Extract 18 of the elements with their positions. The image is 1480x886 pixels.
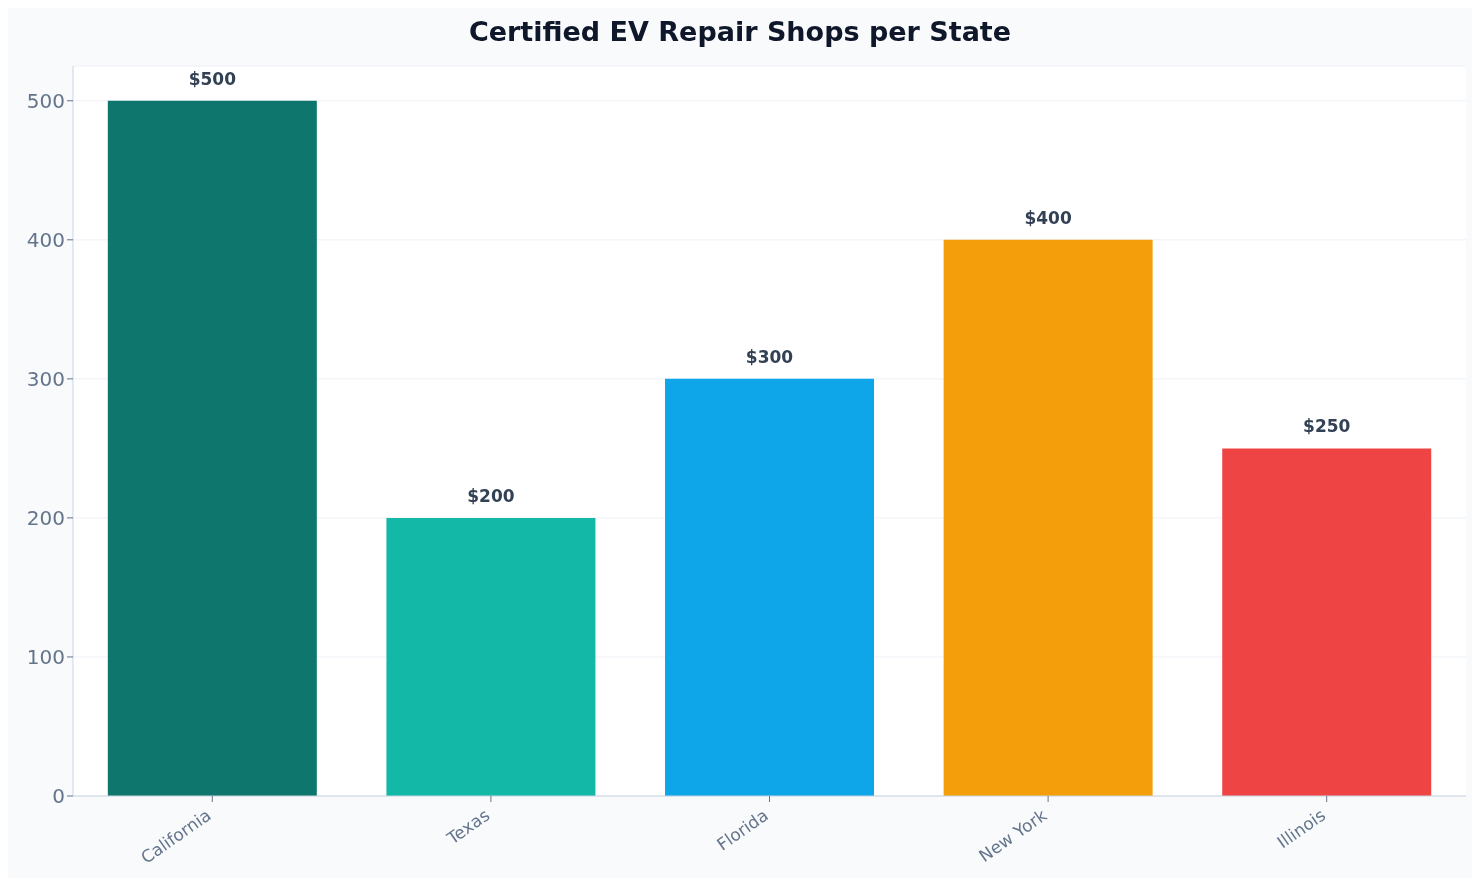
y-tick-label: 300 — [26, 366, 65, 391]
data-label: $300 — [745, 346, 794, 367]
bar — [1222, 448, 1432, 796]
bar — [386, 517, 596, 796]
data-label: $500 — [188, 68, 237, 89]
data-label: $250 — [1303, 416, 1351, 437]
data-label: $400 — [1024, 207, 1072, 228]
y-tick-label: 0 — [52, 784, 65, 809]
x-tick-label: New York — [975, 804, 1051, 866]
bar — [665, 378, 875, 796]
y-tick-label: 100 — [26, 645, 65, 670]
data-label: $200 — [467, 485, 515, 506]
y-tick-label: 200 — [26, 506, 65, 530]
bar — [943, 239, 1153, 796]
y-tick-label: 500 — [26, 88, 65, 113]
chart-title: Certified EV Repair Shops per State — [467, 15, 1013, 49]
bar — [107, 100, 317, 796]
y-tick-label: 400 — [26, 227, 65, 252]
